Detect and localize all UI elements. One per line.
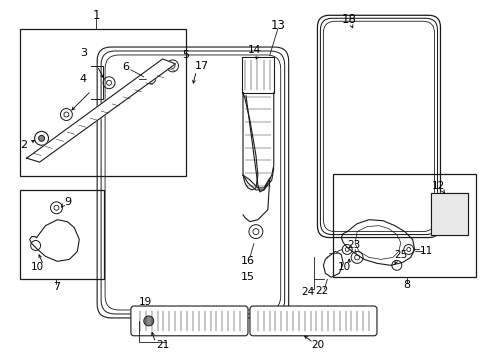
Text: 14: 14 (248, 45, 261, 55)
Text: 23: 23 (347, 240, 360, 251)
Text: 24: 24 (300, 287, 313, 297)
FancyBboxPatch shape (249, 306, 376, 336)
Text: 9: 9 (64, 197, 71, 207)
Text: 2: 2 (20, 140, 27, 150)
Text: 10: 10 (31, 262, 44, 272)
Text: 16: 16 (241, 256, 254, 266)
Text: 25: 25 (393, 251, 407, 260)
Text: 10: 10 (337, 262, 350, 272)
Text: 7: 7 (53, 282, 60, 292)
Bar (333, 174, 475, 277)
Text: 5: 5 (182, 50, 188, 60)
FancyBboxPatch shape (131, 306, 247, 336)
Polygon shape (429, 193, 468, 235)
Bar (20, 190, 104, 279)
Polygon shape (27, 59, 175, 162)
Text: 15: 15 (241, 272, 254, 282)
Bar (429, 193, 468, 235)
Text: 4: 4 (80, 74, 87, 84)
Text: 1: 1 (92, 9, 100, 22)
Bar (20, 29, 186, 176)
Text: 3: 3 (80, 48, 86, 58)
Bar (242, 57, 273, 93)
Text: 21: 21 (156, 340, 169, 350)
Text: 20: 20 (310, 340, 324, 350)
Text: 13: 13 (270, 19, 285, 32)
Text: 19: 19 (139, 297, 152, 307)
Bar (429, 193, 468, 235)
Circle shape (148, 77, 152, 81)
Text: 12: 12 (431, 181, 444, 191)
Text: 6: 6 (122, 62, 129, 72)
Circle shape (143, 316, 153, 326)
Text: 18: 18 (341, 13, 356, 26)
Text: 17: 17 (195, 61, 209, 71)
Text: 8: 8 (402, 280, 409, 290)
Text: 22: 22 (314, 286, 327, 296)
Text: 11: 11 (419, 247, 432, 256)
Circle shape (39, 135, 44, 141)
